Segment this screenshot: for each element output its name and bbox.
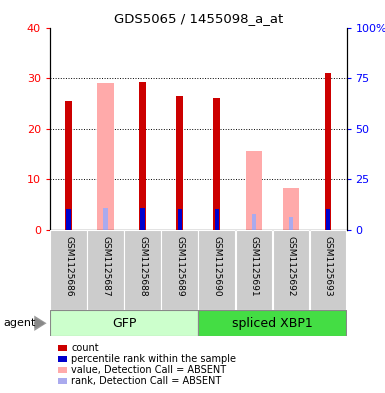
- Bar: [310, 230, 346, 310]
- Text: spliced XBP1: spliced XBP1: [232, 317, 313, 330]
- Bar: [198, 230, 235, 310]
- Text: rank, Detection Call = ABSENT: rank, Detection Call = ABSENT: [71, 376, 221, 386]
- Text: value, Detection Call = ABSENT: value, Detection Call = ABSENT: [71, 365, 226, 375]
- Bar: [66, 209, 71, 230]
- Bar: [87, 230, 124, 310]
- Bar: [177, 209, 182, 230]
- Bar: [325, 73, 331, 230]
- Text: GSM1125690: GSM1125690: [212, 236, 221, 297]
- Bar: [198, 310, 346, 336]
- Text: GSM1125687: GSM1125687: [101, 236, 110, 297]
- Bar: [283, 188, 299, 230]
- Title: GDS5065 / 1455098_a_at: GDS5065 / 1455098_a_at: [114, 12, 283, 25]
- Bar: [124, 230, 161, 310]
- Text: GSM1125688: GSM1125688: [138, 236, 147, 297]
- Text: GSM1125691: GSM1125691: [249, 236, 258, 297]
- Bar: [252, 214, 256, 230]
- Bar: [161, 230, 198, 310]
- Bar: [65, 101, 72, 230]
- Text: GFP: GFP: [112, 317, 136, 330]
- Bar: [141, 208, 145, 230]
- Text: GSM1125692: GSM1125692: [286, 236, 295, 297]
- Bar: [273, 230, 309, 310]
- Text: GSM1125686: GSM1125686: [64, 236, 73, 297]
- Text: agent: agent: [4, 318, 36, 328]
- Bar: [50, 310, 198, 336]
- Bar: [214, 209, 219, 230]
- Bar: [236, 230, 272, 310]
- Bar: [289, 217, 293, 230]
- Bar: [213, 98, 220, 230]
- Text: GSM1125689: GSM1125689: [175, 236, 184, 297]
- Bar: [246, 151, 262, 230]
- Text: count: count: [71, 343, 99, 353]
- Bar: [97, 83, 114, 230]
- Polygon shape: [34, 316, 47, 331]
- Text: percentile rank within the sample: percentile rank within the sample: [71, 354, 236, 364]
- Bar: [326, 209, 330, 230]
- Bar: [50, 230, 87, 310]
- Text: GSM1125693: GSM1125693: [323, 236, 333, 297]
- Bar: [139, 82, 146, 230]
- Bar: [104, 208, 108, 230]
- Bar: [176, 96, 183, 230]
